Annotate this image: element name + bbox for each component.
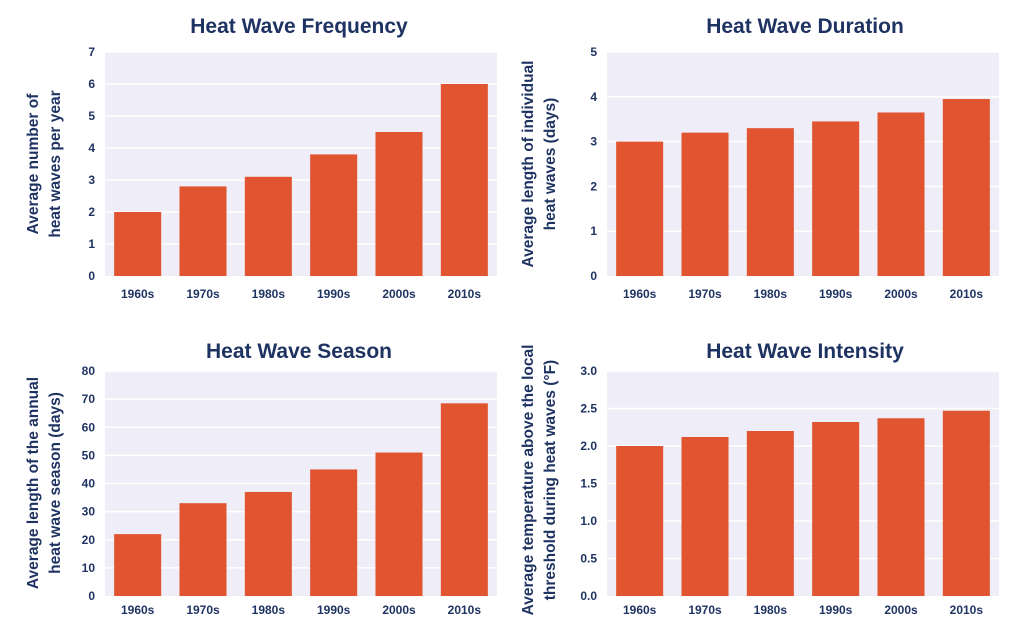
bar (746, 128, 794, 276)
y-tick-label: 6 (88, 77, 95, 91)
y-tick-label: 5 (88, 109, 95, 123)
y-tick-label: 80 (82, 364, 96, 378)
y-axis-label: heat waves per year (47, 90, 64, 237)
x-tick-label: 1990s (317, 287, 351, 301)
bar (877, 112, 925, 276)
bar (310, 469, 358, 596)
x-tick-label: 1970s (688, 287, 722, 301)
x-tick-label: 1980s (754, 287, 788, 301)
bar (877, 418, 925, 596)
y-tick-label: 1.0 (580, 514, 597, 528)
bar (942, 99, 990, 276)
y-tick-label: 1 (88, 237, 95, 251)
chart-title: Heat Wave Duration (706, 15, 904, 38)
x-tick-label: 1990s (819, 287, 853, 301)
y-axis-label: Average length of individual (520, 61, 537, 268)
y-tick-label: 30 (82, 505, 96, 519)
bar (681, 437, 729, 596)
y-axis-label: Average length of the annual (25, 377, 42, 589)
x-tick-label: 1970s (688, 603, 722, 617)
y-axis-label: threshold during heat waves (°F) (542, 360, 559, 600)
bar (114, 212, 162, 276)
bar (812, 121, 860, 276)
chart-title: Heat Wave Season (206, 340, 392, 363)
x-tick-label: 2000s (884, 287, 918, 301)
y-tick-label: 0.5 (580, 552, 597, 566)
x-tick-label: 1980s (252, 287, 286, 301)
x-tick-label: 1990s (317, 603, 351, 617)
chart-title: Heat Wave Intensity (706, 340, 904, 363)
x-tick-label: 1960s (121, 603, 155, 617)
y-tick-label: 0.0 (580, 589, 597, 603)
y-axis-label: Average number of (25, 93, 42, 235)
y-tick-label: 7 (88, 45, 95, 59)
bar (114, 534, 162, 596)
bar (375, 132, 423, 276)
y-tick-label: 1.5 (580, 477, 597, 491)
bar (681, 132, 729, 276)
x-tick-label: 2010s (448, 603, 482, 617)
y-tick-label: 3 (88, 173, 95, 187)
bar (244, 176, 292, 276)
y-tick-label: 1 (590, 224, 597, 238)
x-tick-label: 1980s (252, 603, 286, 617)
y-axis-label: heat wave season (days) (47, 392, 64, 574)
y-tick-label: 0 (590, 269, 597, 283)
y-tick-label: 2 (590, 179, 597, 193)
bar (746, 431, 794, 596)
x-tick-label: 1960s (623, 287, 657, 301)
y-tick-label: 10 (82, 561, 96, 575)
x-tick-label: 2010s (448, 287, 482, 301)
y-tick-label: 0 (88, 589, 95, 603)
chart-panel: 0 10 20 30 40 50 60 70 80 1960s 1970s 1980s 1990s 200… (25, 340, 497, 617)
x-tick-label: 2000s (884, 603, 918, 617)
bar (942, 410, 990, 596)
chart-title: Heat Wave Frequency (190, 15, 408, 38)
bar (616, 446, 664, 596)
y-axis-label: heat waves (days) (542, 98, 559, 231)
y-tick-label: 50 (82, 448, 96, 462)
chart-panel: 0 1 2 3 4 5 6 7 1960s 1970s 1980s 1990s 2000s 2010s He… (25, 15, 497, 301)
chart-panel: 0 1 2 3 4 5 1960s 1970s 1980s 1990s 2000s 2010s Heat… (520, 15, 999, 301)
y-axis-label: Average temperature above the local (520, 345, 537, 616)
x-tick-label: 1970s (186, 603, 220, 617)
y-tick-label: 3.0 (580, 364, 597, 378)
x-tick-label: 1960s (623, 603, 657, 617)
y-tick-label: 5 (590, 45, 597, 59)
bar (244, 491, 292, 596)
chart-panel: 0.0 0.5 1.0 1.5 2.0 2.5 3.0 1960s 1970s 1980s 1990… (520, 340, 999, 617)
y-tick-label: 3 (590, 135, 597, 149)
x-tick-label: 1990s (819, 603, 853, 617)
x-tick-label: 2010s (950, 603, 984, 617)
x-tick-label: 1980s (754, 603, 788, 617)
y-tick-label: 70 (82, 392, 96, 406)
x-tick-label: 2010s (950, 287, 984, 301)
bar (812, 422, 860, 596)
plot-area (105, 52, 497, 276)
bar (616, 141, 664, 276)
y-tick-label: 2 (88, 205, 95, 219)
bar (375, 452, 423, 596)
y-tick-label: 60 (82, 420, 96, 434)
y-tick-label: 4 (590, 90, 597, 104)
y-tick-label: 40 (82, 477, 96, 491)
bar (440, 403, 488, 596)
x-tick-label: 1970s (186, 287, 220, 301)
y-tick-label: 2.0 (580, 439, 597, 453)
y-tick-label: 4 (88, 141, 95, 155)
x-tick-label: 1960s (121, 287, 155, 301)
x-tick-label: 2000s (382, 287, 416, 301)
y-tick-label: 0 (88, 269, 95, 283)
bar (179, 186, 227, 276)
bar (179, 503, 227, 596)
plot-area (607, 52, 999, 276)
x-tick-label: 2000s (382, 603, 416, 617)
y-tick-label: 20 (82, 533, 96, 547)
y-tick-label: 2.5 (580, 402, 597, 416)
bar (440, 84, 488, 276)
bar (310, 154, 358, 276)
